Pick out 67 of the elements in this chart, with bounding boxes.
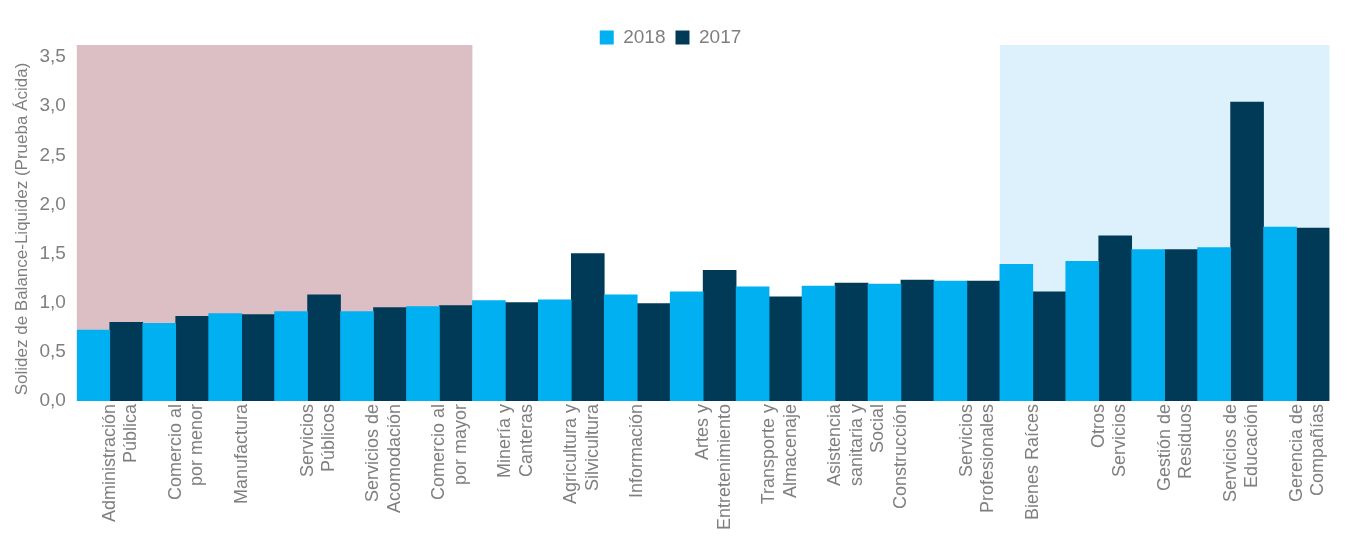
bar [999,264,1034,401]
bar [669,291,704,401]
y-tick-label: 1,0 [39,290,66,312]
y-tick-label: 0,5 [39,340,66,362]
x-tick-label: Agricultura y Silvicultura [560,402,602,504]
y-tick-label: 0,0 [39,389,66,411]
x-tick-label: Servicios Públicos [296,403,339,477]
x-tick-label: Administración Pública [98,402,141,522]
bar [735,286,770,401]
bar [472,300,506,401]
x-tick-label: Comercio al por menor [164,403,207,500]
bar [406,306,440,401]
x-tick-label: Bienes Raíces [1021,403,1042,520]
x-tick-label: Artes y Entretenimiento [692,403,734,531]
bar [439,305,473,401]
bar [274,311,308,401]
bar [801,285,836,401]
bar [241,314,275,401]
bar [603,294,638,401]
bar [1197,247,1231,401]
x-tick-label: Transporte y Almacenaje [758,403,800,505]
x-tick-label: Construcción [889,403,910,509]
bar [900,279,935,401]
x-tick-label: Servicios de Educación [1219,403,1262,502]
y-tick-label: 3,0 [39,94,66,116]
legend-label: 2017 [699,25,742,47]
bar [340,311,374,401]
x-tick-label: Información [626,403,647,498]
bar [208,313,242,401]
bar [1032,291,1067,401]
bar [175,316,210,401]
bar [1098,235,1133,401]
x-tick-label: Manufactura [230,402,251,504]
x-tick-label: Asistencia sanitaria y Social [823,402,888,486]
bar [636,303,671,401]
x-tick-label: Comercio al por mayor [428,403,470,500]
bar [1065,261,1100,401]
y-axis-title: Solidez de Balance-Liquidez (Prueba Ácida) [11,62,31,396]
bar [1296,227,1330,401]
bar [1131,249,1166,401]
x-tick-label: Otros Servicios [1087,403,1130,477]
legend-label: 2018 [623,25,666,47]
bar [142,322,177,401]
y-tick-label: 2,5 [39,143,66,165]
x-tick-label: Servicios de Acomodación [362,403,405,514]
bar [307,294,341,401]
y-tick-label: 2,0 [39,192,66,214]
x-tick-label: Servicios Profesionales [955,403,998,514]
bar [1263,226,1297,401]
bar [109,321,144,401]
bar [834,282,869,401]
x-tick-label: Gestión de Residuos [1153,403,1196,491]
bar [768,296,803,401]
bar [966,280,1001,401]
bar [933,280,968,401]
bar [702,269,737,401]
y-tick-label: 1,5 [39,241,66,263]
bar [1164,249,1198,401]
bar [867,283,902,401]
bar [76,329,111,401]
bar [505,302,539,401]
x-tick-label: Gerencia de Compañías [1285,403,1328,502]
bar [1230,101,1264,401]
bar [570,253,605,401]
y-tick-label: 3,5 [39,45,66,67]
bar [538,299,572,401]
bar [373,307,407,401]
